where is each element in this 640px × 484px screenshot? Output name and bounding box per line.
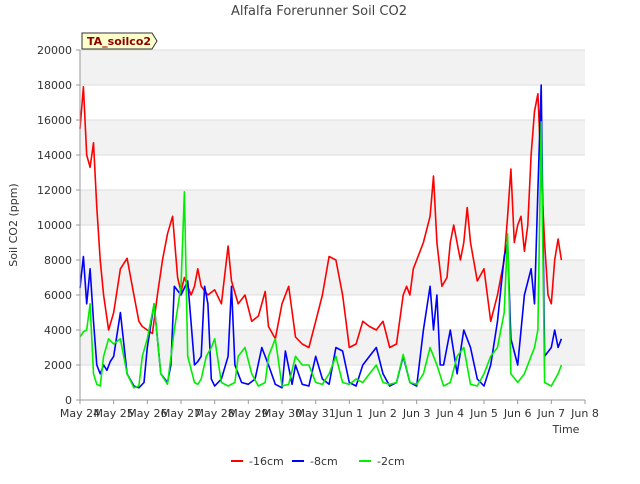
x-tick-label: May 27 [161,407,201,420]
y-axis-ticks: 0 2000 4000 6000 8000 10000 12000 14000 16000 180… [37,44,80,407]
y-tick-label: 20000 [37,44,72,57]
y-tick-label: 10000 [37,219,72,232]
plot-band [80,330,585,365]
x-tick-label: Jun 3 [402,407,431,420]
x-tick-label: May 25 [94,407,134,420]
plot-band [80,120,585,155]
x-tick-label: May 28 [195,407,235,420]
series-line-8cm [79,84,563,389]
y-tick-label: 16000 [37,114,72,127]
plot-band [80,85,585,120]
y-tick-label: 4000 [44,324,72,337]
legend-label: -2cm [377,455,405,468]
x-tick-label: Jun 8 [570,407,599,420]
x-tick-label: May 29 [228,407,268,420]
series-line-16cm [79,86,563,349]
y-tick-label: 8000 [44,254,72,267]
x-tick-label: May 24 [60,407,100,420]
y-tick-label: 2000 [44,359,72,372]
y-tick-label: 0 [65,394,72,407]
plot-band [80,295,585,330]
annotation-box: TA_soilco2 [81,32,158,50]
y-axis-label: Soil CO2 (ppm) [7,183,20,266]
x-tick-label: May 30 [262,407,302,420]
y-tick-label: 18000 [37,79,72,92]
legend-label: -8cm [310,455,338,468]
x-tick-label: Jun 4 [435,407,464,420]
x-tick-label: May 26 [127,407,167,420]
plot-band [80,155,585,190]
x-tick-label: Jun 5 [469,407,498,420]
x-axis-label: Time [552,423,580,436]
x-tick-label: Jun 1 [334,407,363,420]
plot-band [80,365,585,400]
y-tick-label: 6000 [44,289,72,302]
plot-band [80,50,585,85]
x-tick-label: Jun 7 [536,407,565,420]
x-tick-label: Jun 2 [368,407,397,420]
annotation-label: TA_soilco2 [87,35,151,48]
y-tick-label: 12000 [37,184,72,197]
x-tick-label: Jun 6 [503,407,532,420]
y-tick-label: 14000 [37,149,72,162]
chart-title: Alfalfa Forerunner Soil CO2 [231,4,407,19]
plot-band [80,225,585,260]
series-line-2cm [79,121,563,389]
series-layer [79,84,563,389]
plot-band [80,190,585,225]
plot-background-bands [80,50,585,400]
x-tick-label: May 31 [296,407,336,420]
legend: -16cm -8cm -2cm [231,455,405,468]
legend-label: -16cm [249,455,284,468]
annotation-box-shape [81,32,158,50]
